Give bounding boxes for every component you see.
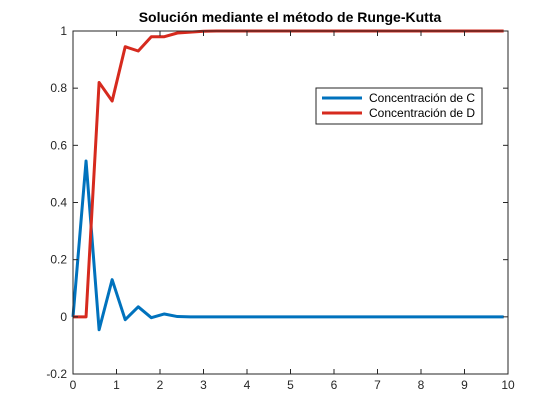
legend-box <box>315 87 483 125</box>
x-tick-label: 3 <box>200 378 207 392</box>
x-tick-label: 10 <box>501 378 515 392</box>
y-tick-label: -0.2 <box>46 367 67 381</box>
y-tick-label: 0 <box>60 310 67 324</box>
plot-area <box>73 31 508 374</box>
legend-label-2: Concentración de D <box>369 106 475 120</box>
x-tick-label: 1 <box>113 378 120 392</box>
x-tick-label: 0 <box>70 378 77 392</box>
y-tick-label: 0.4 <box>50 196 67 210</box>
series-line-1 <box>71 159 504 332</box>
x-tick-label: 6 <box>331 378 338 392</box>
x-tick-label: 7 <box>374 378 381 392</box>
y-tick-label: 0.6 <box>50 138 67 152</box>
legend-label-1: Concentración de C <box>369 91 475 105</box>
x-tick-label: 9 <box>461 378 468 392</box>
x-tick-label: 8 <box>418 378 425 392</box>
x-tick-label: 5 <box>287 378 294 392</box>
x-tick-label: 2 <box>157 378 164 392</box>
x-tick-label: 4 <box>244 378 251 392</box>
y-tick-label: 0.2 <box>50 253 67 267</box>
axes: 0 1 2 3 4 5 6 7 8 9 10-0.200.20.40.60.81 <box>46 24 515 392</box>
y-tick-label: 0.8 <box>50 81 67 95</box>
chart-title: Solución mediante el método de Runge-Kut… <box>139 9 442 25</box>
y-tick-label: 1 <box>60 24 67 38</box>
